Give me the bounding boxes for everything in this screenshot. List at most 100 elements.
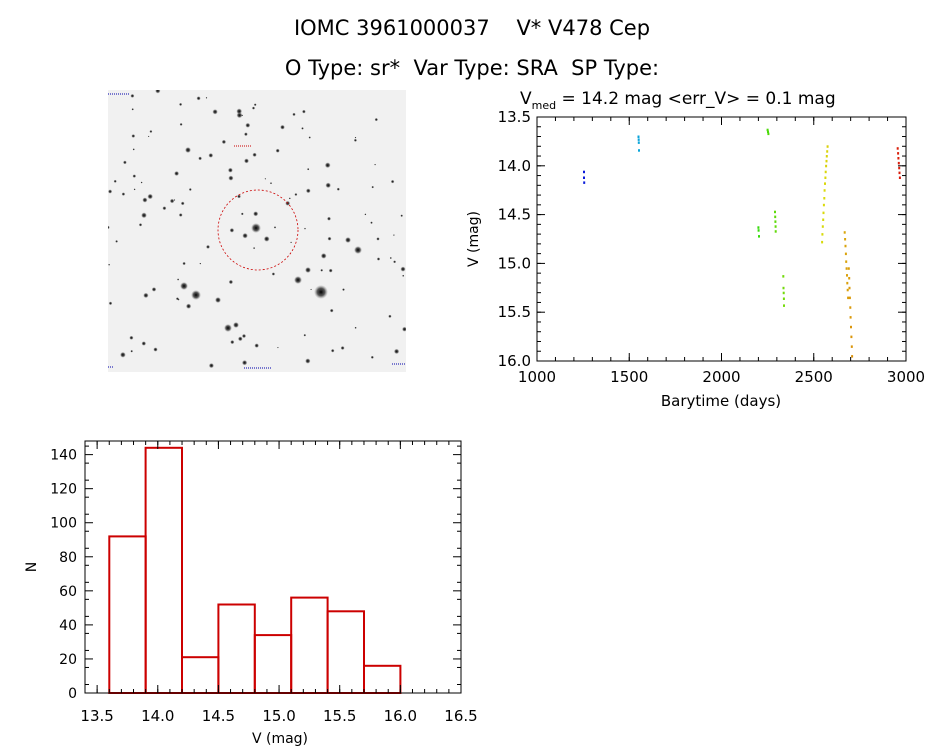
- field-star: [108, 263, 111, 266]
- histogram-chart: 13.5 14.0 14.5 15.0 15.5 16.0 16.5 0 20 40 60 80 100…: [24, 440, 478, 747]
- field-star: [108, 189, 113, 194]
- field-star: [308, 136, 311, 139]
- light-curve-point: [843, 231, 846, 234]
- light-curve-point: [844, 252, 847, 256]
- field-star: [132, 174, 137, 178]
- field-star: [402, 274, 405, 277]
- field-star: [254, 343, 259, 348]
- field-star: [129, 335, 134, 340]
- light-curve-title-rest: = 14.2 mag <err_V> = 0.1 mag: [556, 89, 836, 109]
- histogram-xlabel: V (mag): [252, 731, 308, 747]
- field-star: [224, 324, 232, 332]
- field-star: [374, 163, 376, 166]
- light-curve-point: [637, 141, 640, 144]
- histogram-bar: [217, 603, 256, 694]
- field-star: [208, 363, 214, 369]
- light-curve-point: [896, 147, 899, 150]
- histogram-ylabel: N: [24, 562, 40, 572]
- histogram-bar: [290, 596, 329, 695]
- histogram-bars: [108, 446, 402, 695]
- field-star: [370, 355, 374, 359]
- histogram-ytick-label: 20: [59, 652, 77, 668]
- field-star: [205, 96, 208, 99]
- light-curve-title: Vmed = 14.2 mag <err_V> = 0.1 mag: [520, 89, 836, 112]
- field-star: [402, 326, 406, 332]
- field-star: [370, 221, 373, 224]
- field-star: [325, 182, 331, 189]
- field-star: [307, 168, 310, 171]
- field-star: [251, 106, 256, 110]
- light-curve-point: [767, 132, 770, 136]
- field-star: [244, 158, 249, 164]
- light-curve-point: [849, 316, 852, 319]
- light-curve-point: [845, 267, 848, 270]
- field-star: [290, 241, 292, 244]
- histogram-bar: [181, 656, 220, 694]
- field-star: [328, 268, 333, 273]
- field-star: [292, 112, 296, 117]
- light-curve-xtick-label: 1500: [610, 368, 648, 386]
- field-star: [304, 227, 306, 230]
- field-star: [140, 181, 143, 184]
- light-curve-point: [583, 170, 585, 174]
- light-curve-axes: 1000 1500 2000 2500 3000 13.5 14.0 14.5 15.0 15.5…: [498, 108, 926, 386]
- field-star: [179, 122, 183, 126]
- field-star: [237, 336, 243, 342]
- field-star: [320, 268, 324, 272]
- field-star: [269, 182, 273, 185]
- field-star: [149, 130, 153, 133]
- field-star: [242, 232, 248, 239]
- field-star: [191, 290, 201, 300]
- field-star: [336, 187, 340, 191]
- light-curve-point: [850, 335, 853, 339]
- field-star: [354, 326, 357, 329]
- field-star: [253, 103, 257, 107]
- light-curve-point: [848, 286, 851, 290]
- light-curve-point: [823, 197, 826, 200]
- field-star: [245, 122, 251, 128]
- histogram-xtick-label: 16.0: [384, 707, 417, 725]
- light-curve-point: [851, 355, 854, 358]
- field-star: [305, 267, 311, 273]
- chart-title-line2: O Type: sr* Var Type: SRA SP Type:: [284, 56, 660, 80]
- field-star: [288, 197, 291, 200]
- light-curve-ytick-label: 13.5: [498, 108, 531, 126]
- light-curve-point: [826, 145, 829, 148]
- field-star: [143, 292, 149, 299]
- light-curve-point: [821, 225, 824, 228]
- histogram-bar: [144, 446, 184, 694]
- light-curve-point: [822, 218, 825, 221]
- light-curve-point: [774, 210, 776, 214]
- light-curve-point: [824, 182, 826, 185]
- target-circle: [217, 189, 299, 271]
- field-star: [253, 247, 256, 250]
- field-star: [130, 93, 135, 98]
- field-star: [233, 322, 239, 328]
- field-star: [400, 214, 404, 217]
- light-curve-point: [766, 128, 769, 132]
- histogram-plot-frame: [84, 440, 462, 694]
- field-star: [294, 276, 302, 284]
- light-curve-point: [825, 164, 828, 168]
- light-curve-ylabel: V (mag): [466, 211, 482, 267]
- field-star: [131, 134, 136, 138]
- field-star: [301, 127, 304, 130]
- field-star: [314, 285, 328, 299]
- light-curve-point: [847, 267, 850, 270]
- field-star: [388, 314, 392, 318]
- histogram-ytick-label: 100: [50, 516, 77, 532]
- histogram-xtick-label: 13.5: [80, 707, 113, 725]
- field-star: [340, 346, 345, 350]
- light-curve-point: [821, 240, 824, 244]
- field-star: [185, 147, 191, 153]
- field-star: [120, 351, 126, 358]
- light-curve-point: [897, 161, 900, 165]
- field-star: [393, 260, 397, 264]
- light-curve-ytick-label: 14.0: [498, 157, 531, 175]
- field-star: [253, 211, 259, 217]
- light-curve-point: [823, 189, 826, 192]
- field-star: [177, 278, 180, 281]
- field-star: [376, 237, 380, 241]
- histogram-axes: 13.5 14.0 14.5 15.0 15.5 16.0 16.5 0 20 40 60 80 100…: [50, 441, 478, 725]
- field-star: [294, 193, 298, 196]
